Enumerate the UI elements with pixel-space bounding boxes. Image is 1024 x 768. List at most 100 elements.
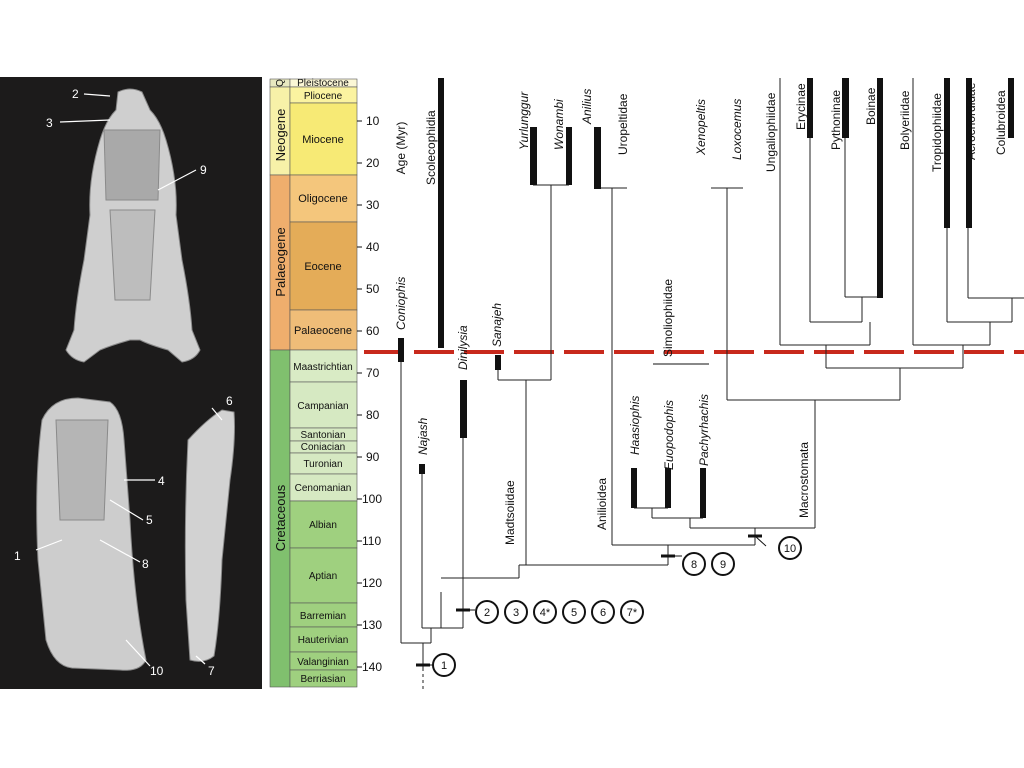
lower-jaw-view <box>184 409 235 662</box>
taxon-scolecophidia: Scolecophidia <box>424 110 438 185</box>
stage-label-campanian: Campanian <box>297 401 348 412</box>
period-label-cretaceous: Cretaceous <box>273 484 288 551</box>
age-axis <box>357 120 362 668</box>
photo-label-9: 9 <box>200 163 207 177</box>
epoch-palaeocene <box>289 309 358 351</box>
tick-140: 140 <box>362 660 382 674</box>
tick-70: 70 <box>366 366 380 380</box>
taxon-acrochordidae: Acrochordidae <box>964 82 978 160</box>
character-7: 7* <box>627 607 638 619</box>
taxon-xenopeltis: Xenopeltis <box>694 99 708 156</box>
character-6: 6 <box>600 607 606 619</box>
stage-label-turonian: Turonian <box>303 459 342 470</box>
stage-label-aptian: Aptian <box>309 571 337 582</box>
taxon-colubroidea: Colubroidea <box>994 90 1008 155</box>
taxon-tropidophiidae: Tropidophiidae <box>930 93 944 172</box>
photo-leader-lines <box>35 93 223 667</box>
character-ticks <box>416 534 762 667</box>
stage-maastrichtian <box>289 349 358 383</box>
taxon-loxocemus: Loxocemus <box>730 99 744 160</box>
character-10: 10 <box>784 543 796 555</box>
character-connectors <box>423 363 767 666</box>
photo-label-3: 3 <box>46 116 53 130</box>
epoch-oligocene <box>289 174 358 223</box>
tick-80: 80 <box>366 408 380 422</box>
stage-berriasian <box>289 669 358 688</box>
character-numbers: 1 2 3 4* 5 6 7* 8 9 10 <box>441 543 796 672</box>
stage-label-berriasian: Berriasian <box>300 674 345 685</box>
epoch-label-oligocene: Oligocene <box>298 193 348 205</box>
fossil-range-bars <box>398 78 1014 518</box>
taxon-bolyeriidae: Bolyeriidae <box>898 90 912 150</box>
photo-label-4: 4 <box>158 474 165 488</box>
clade-anilioidea: Anilioidea <box>595 478 609 530</box>
photo-label-1: 1 <box>14 549 21 563</box>
character-1: 1 <box>441 660 447 672</box>
character-circles <box>432 536 802 677</box>
stage-label-hauterivian: Hauterivian <box>298 635 349 646</box>
taxon-erycinae: Erycinae <box>794 83 808 130</box>
character-9: 9 <box>720 559 726 571</box>
tick-130: 130 <box>362 618 382 632</box>
taxon-boinae: Boinae <box>864 87 878 125</box>
character-3: 3 <box>513 607 519 619</box>
taxon-anilius: Anilius <box>580 89 594 125</box>
taxon-uropeltidae: Uropeltidae <box>616 93 630 155</box>
period-label-palaeogene: Palaeogene <box>273 227 288 296</box>
clade-labels: Madtsoiidae Anilioidea Simoliophiidae Ma… <box>503 279 811 545</box>
taxon-dinilysia: Dinilysia <box>456 325 470 370</box>
stage-campanian <box>289 381 358 429</box>
stage-label-cenomanian: Cenomanian <box>295 483 352 494</box>
taxon-pythoninae: Pythoninae <box>829 90 843 150</box>
character-2: 2 <box>484 607 490 619</box>
taxon-ungaliophiidae: Ungaliophiidae <box>764 92 778 172</box>
stage-hauterivian <box>289 626 358 653</box>
photo-label-5: 5 <box>146 513 153 527</box>
age-tick-labels: 10 20 30 40 50 60 70 80 90 100 110 120 1… <box>362 114 408 674</box>
taxon-coniophis: Coniophis <box>394 277 408 330</box>
tick-110: 110 <box>362 534 381 548</box>
epoch-label-palaeocene: Palaeocene <box>294 325 352 337</box>
epoch-eocene <box>289 221 358 311</box>
clade-madtsoiidae: Madtsoiidae <box>503 480 517 545</box>
stage-label-coniacian: Coniacian <box>301 442 345 453</box>
taxon-yurlunggur: Yurlunggur <box>517 91 531 150</box>
photo-label-6: 6 <box>226 394 233 408</box>
taxon-wonambi: Wonambi <box>552 99 566 150</box>
clade-macrostomata: Macrostomata <box>797 442 811 518</box>
taxon-najash: Najash <box>416 417 430 455</box>
axis-label-age: Age (Myr) <box>394 122 408 175</box>
photo-label-7: 7 <box>208 664 215 678</box>
tick-90: 90 <box>366 450 380 464</box>
stage-label-albian: Albian <box>309 520 337 531</box>
tick-40: 40 <box>366 240 380 254</box>
character-5: 5 <box>571 607 577 619</box>
tick-20: 20 <box>366 156 380 170</box>
taxon-pachyrhachis: Pachyrhachis <box>697 394 711 466</box>
stage-aptian <box>289 547 358 604</box>
skull-lateral-view <box>36 397 147 671</box>
photo-labels: 2 3 9 6 4 5 1 8 10 7 <box>14 87 233 678</box>
skull-dorsal-view <box>65 88 201 363</box>
taxon-labels: Coniophis Scolecophidia Najash Dinilysia… <box>394 82 1008 470</box>
stage-barremian <box>289 602 358 628</box>
stage-label-maastrichtian: Maastrichtian <box>293 362 352 373</box>
epoch-label-miocene: Miocene <box>302 134 344 146</box>
taxon-sanajeh: Sanajeh <box>490 303 504 347</box>
tick-10: 10 <box>366 114 380 128</box>
stage-label-barremian: Barremian <box>300 611 346 622</box>
period-label-q: Q <box>275 79 286 87</box>
epoch-label-pliocene: Pliocene <box>304 91 343 102</box>
epoch-miocene <box>289 102 358 176</box>
tick-100: 100 <box>362 492 382 506</box>
photo-label-2: 2 <box>72 87 79 101</box>
tick-30: 30 <box>366 198 380 212</box>
timescale: Neogene Palaeogene Cretaceous Q Pleistoc… <box>269 78 358 688</box>
period-label-neogene: Neogene <box>273 109 288 162</box>
stage-cenomanian <box>289 473 358 502</box>
photo-label-10: 10 <box>150 664 164 678</box>
tick-50: 50 <box>366 282 380 296</box>
tick-60: 60 <box>366 324 380 338</box>
photo-label-8: 8 <box>142 557 149 571</box>
